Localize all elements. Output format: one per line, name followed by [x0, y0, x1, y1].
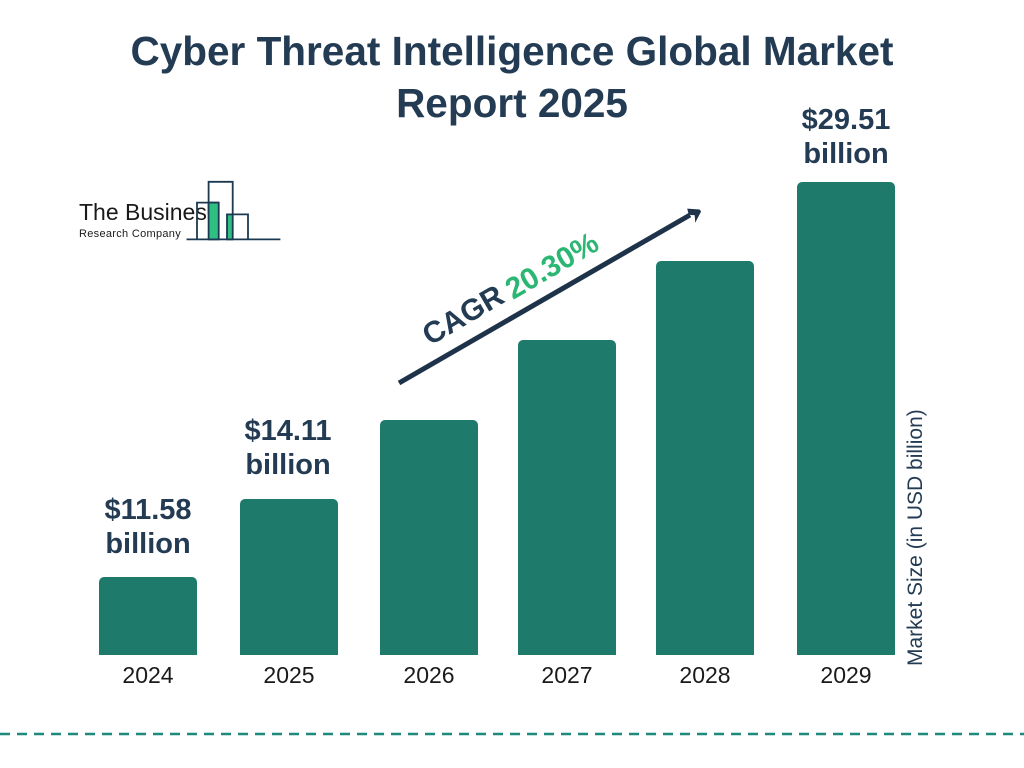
svg-text:CAGR: CAGR: [417, 279, 510, 352]
